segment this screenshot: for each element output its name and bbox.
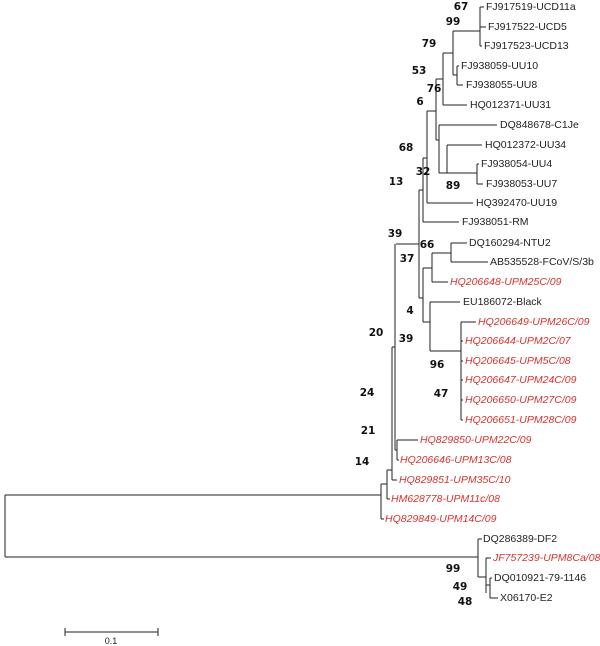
taxon-label: HQ012372-UU34 (485, 139, 566, 151)
bootstrap-value: 89 (446, 180, 461, 192)
bootstrap-value: 21 (361, 425, 376, 437)
bootstrap-value: 39 (388, 228, 403, 240)
taxon-label: AB535528-FCoV/S/3b (490, 256, 594, 268)
taxon-label: FJ917522-UCD5 (488, 21, 567, 33)
taxon-label: FJ938053-UU7 (486, 178, 557, 190)
scale-bar-line (64, 628, 159, 636)
scale-bar-label: 0.1 (105, 636, 118, 646)
study-isolate-label: HQ206646-UPM13C/08 (400, 454, 512, 466)
taxon-label: DQ848678-C1Je (500, 119, 579, 131)
scale-bar: 0.1 (64, 628, 159, 646)
study-isolate-label: HQ829850-UPM22C/09 (420, 434, 532, 446)
study-isolate-label: HQ206651-UPM28C/09 (465, 414, 577, 426)
study-isolate-label: HQ206645-UPM5C/08 (465, 355, 571, 367)
leaf-labels: FJ917519-UCD11a FJ917522-UCD5 FJ917523-U… (385, 1, 600, 604)
bootstrap-value: 14 (355, 456, 370, 468)
taxon-label: EU186072-Black (463, 296, 543, 308)
taxon-label: X06170-E2 (500, 592, 553, 604)
bootstrap-value: 13 (389, 176, 404, 188)
taxon-label: FJ917519-UCD11a (486, 1, 576, 13)
taxon-label: DQ160294-NTU2 (469, 237, 551, 249)
taxon-label: FJ938055-UU8 (466, 79, 537, 91)
tree-branches (4, 6, 498, 599)
bootstrap-value: 99 (446, 563, 461, 575)
taxon-label: FJ938059-UU10 (461, 60, 538, 72)
taxon-label: HQ392470-UU19 (476, 197, 557, 209)
bootstrap-value: 53 (412, 65, 427, 77)
bootstrap-value: 76 (427, 83, 442, 95)
taxon-label: HQ012371-UU31 (470, 99, 551, 111)
bootstrap-value: 37 (400, 253, 415, 265)
study-isolate-label: HQ206650-UPM27C/09 (465, 394, 577, 406)
bootstrap-value: 68 (399, 142, 414, 154)
study-isolate-label: HQ206647-UPM24C/09 (465, 374, 577, 386)
bootstrap-values: 67 99 79 53 76 6 68 32 13 89 39 66 37 4 … (355, 1, 473, 608)
study-isolate-label: HQ206648-UPM25C/09 (450, 276, 562, 288)
bootstrap-value: 49 (453, 581, 468, 593)
bootstrap-value: 32 (416, 166, 431, 178)
taxon-label: FJ938051-RM (462, 216, 529, 228)
bootstrap-value: 79 (422, 38, 437, 50)
study-isolate-label: JF757239-UPM8Ca/08 (492, 552, 600, 564)
study-isolate-label: HQ829851-UPM35C/10 (399, 474, 511, 486)
bootstrap-value: 67 (454, 1, 469, 13)
bootstrap-value: 20 (369, 327, 384, 339)
taxon-label: DQ010921-79-1146 (494, 572, 586, 584)
taxon-label: FJ938054-UU4 (481, 158, 552, 170)
taxon-label: FJ917523-UCD13 (484, 40, 569, 52)
bootstrap-value: 66 (420, 239, 435, 251)
bootstrap-value: 48 (458, 596, 473, 608)
study-isolate-label: HQ206649-UPM26C/09 (478, 316, 590, 328)
bootstrap-value: 47 (434, 388, 449, 400)
taxon-label: DQ286389-DF2 (483, 533, 557, 545)
study-isolate-label: HM628778-UPM11c/08 (391, 493, 500, 505)
study-isolate-label: HQ206644-UPM2C/07 (465, 335, 572, 347)
bootstrap-value: 99 (446, 16, 461, 28)
bootstrap-value: 96 (430, 359, 445, 371)
bootstrap-value: 24 (360, 387, 375, 399)
bootstrap-value: 6 (416, 96, 423, 108)
study-isolate-label: HQ829849-UPM14C/09 (385, 513, 497, 525)
bootstrap-value: 39 (399, 333, 414, 345)
bootstrap-value: 4 (406, 305, 413, 317)
